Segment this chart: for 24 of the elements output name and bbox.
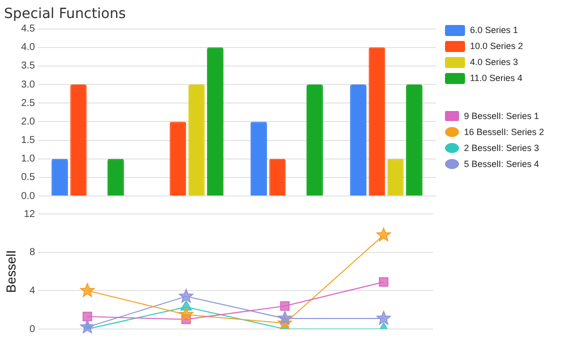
legend-label: 10.0 Series 2 <box>470 41 524 51</box>
y-tick-label: 4.0 <box>21 42 36 54</box>
y-tick-label: 2.5 <box>21 98 36 109</box>
legend-label: 2 BesselI: Series 3 <box>464 143 540 153</box>
legend-label: 11.0 Series 4 <box>470 73 522 83</box>
y-tick-label: 0.0 <box>21 190 36 202</box>
legend-label: 16 BesselI: Series 2 <box>464 127 544 137</box>
y-tick-label: 2.0 <box>21 116 36 128</box>
legend-label: 4.0 Series 3 <box>470 57 518 67</box>
y-tick-label: 1.5 <box>21 135 36 146</box>
y-tick-label: 0 <box>29 324 36 335</box>
y-tick-label: 0.5 <box>21 172 36 184</box>
chart-title: Special Functions <box>4 6 126 22</box>
y-tick-label: 4.5 <box>21 24 36 35</box>
y-axis-title: BesselI <box>3 250 18 293</box>
legend-label: 9 BesselI: Series 1 <box>464 111 540 121</box>
y-tick-label: 1.0 <box>21 154 36 165</box>
legend-label: 6.0 Series 1 <box>470 25 518 35</box>
y-tick-label: 12 <box>24 208 36 220</box>
y-tick-label: 3.5 <box>21 60 36 72</box>
y-tick-label: 8 <box>29 247 36 258</box>
legend-label: 5 BesselI: Series 4 <box>464 159 540 169</box>
y-tick-label: 4 <box>29 285 36 296</box>
y-tick-label: 3.0 <box>21 79 36 90</box>
